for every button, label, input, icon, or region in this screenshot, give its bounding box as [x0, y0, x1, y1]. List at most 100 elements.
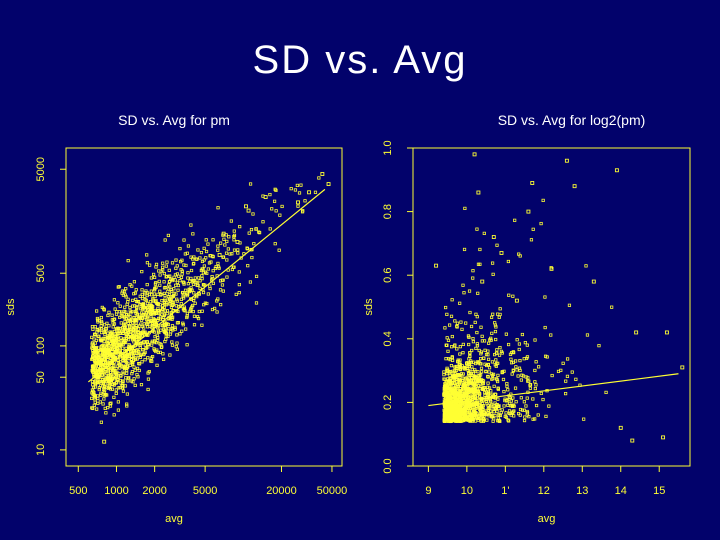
data-point [113, 307, 117, 311]
data-point [505, 398, 509, 402]
data-point [479, 350, 483, 354]
data-point [221, 289, 225, 293]
data-point [458, 393, 463, 398]
data-point [121, 370, 125, 374]
data-point [496, 386, 500, 390]
data-point [254, 274, 259, 279]
data-point [133, 291, 138, 295]
data-point [141, 348, 145, 352]
data-point [268, 192, 272, 197]
x-tick-label: 500 [69, 485, 87, 497]
data-point [229, 219, 233, 223]
data-point [457, 374, 461, 378]
data-point [145, 339, 149, 344]
data-point [487, 412, 491, 417]
x-tick-label: 50000 [317, 485, 348, 497]
data-point [443, 382, 447, 386]
data-point [467, 357, 471, 361]
data-point [525, 343, 529, 347]
data-point [213, 266, 217, 271]
data-point [490, 377, 494, 381]
data-point [463, 378, 467, 382]
data-point [141, 330, 145, 334]
data-point [135, 366, 140, 370]
data-point [200, 323, 204, 327]
data-point [476, 370, 480, 374]
data-point [189, 268, 194, 273]
data-point [445, 372, 449, 376]
data-point [471, 276, 475, 280]
data-point [163, 330, 167, 335]
data-point [195, 283, 199, 287]
data-point [458, 380, 462, 385]
data-point [215, 299, 219, 303]
data-point [483, 348, 487, 352]
data-point [483, 390, 487, 395]
data-point [218, 279, 223, 283]
data-point [130, 370, 134, 374]
data-point [90, 406, 94, 410]
data-point [131, 334, 135, 338]
data-point [510, 372, 514, 376]
data-point [472, 375, 476, 379]
point-cloud [90, 172, 331, 444]
data-point [207, 261, 212, 265]
data-point [186, 244, 191, 248]
data-point [125, 402, 129, 406]
data-point [473, 401, 477, 405]
data-point [449, 314, 454, 318]
data-point [498, 312, 502, 317]
data-point [464, 361, 469, 366]
data-point [475, 330, 479, 335]
data-point [174, 345, 178, 349]
data-point [120, 364, 124, 368]
data-point [451, 369, 455, 373]
data-point [541, 198, 545, 203]
data-point [507, 293, 511, 297]
data-point [159, 269, 163, 273]
data-point [534, 383, 538, 387]
data-point [541, 397, 545, 402]
data-point [460, 327, 464, 331]
data-point [143, 358, 147, 362]
data-point [473, 395, 477, 400]
data-point [138, 334, 142, 338]
data-point [126, 319, 130, 323]
data-point [111, 347, 115, 351]
data-point [453, 369, 457, 373]
data-point [504, 411, 508, 415]
data-point [121, 346, 125, 350]
data-point [121, 359, 125, 363]
x-tick-label: 15 [653, 485, 665, 497]
data-point [480, 402, 485, 406]
data-point [136, 299, 141, 304]
data-point [176, 321, 180, 325]
data-point [96, 355, 100, 359]
data-point [468, 418, 472, 423]
data-point [455, 347, 459, 351]
data-point [444, 404, 448, 408]
data-point [452, 408, 456, 412]
data-point [179, 302, 183, 306]
data-point [185, 314, 189, 318]
data-point [103, 394, 107, 398]
y-tick-label: 500 [35, 264, 47, 282]
data-point [458, 345, 462, 349]
data-point [155, 363, 159, 367]
data-point [500, 371, 504, 375]
data-point [479, 366, 484, 370]
data-point [125, 368, 129, 372]
data-point [539, 221, 543, 226]
outlier-point [664, 330, 669, 335]
data-point [211, 269, 215, 273]
data-point [534, 403, 539, 408]
data-point [104, 411, 108, 415]
data-point [495, 409, 499, 414]
data-point [464, 396, 468, 400]
data-point [497, 315, 501, 319]
y-axis-label: sds [5, 298, 17, 316]
data-point [455, 374, 459, 378]
data-point [525, 409, 529, 414]
data-point [545, 355, 549, 359]
data-point [232, 233, 237, 237]
